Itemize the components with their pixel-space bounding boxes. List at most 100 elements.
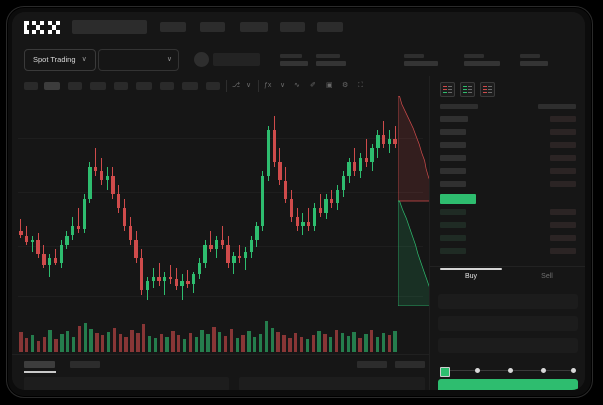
fullscreen-icon[interactable]: ⛶ xyxy=(358,82,363,89)
orderbook-row[interactable] xyxy=(550,235,576,241)
volume-bar xyxy=(118,334,122,352)
timeframe-button-2[interactable] xyxy=(44,82,60,90)
tab-buy[interactable]: Buy xyxy=(464,273,478,280)
orderbook-row[interactable] xyxy=(440,181,466,187)
orderbook-row[interactable] xyxy=(550,168,576,174)
orderbook-row[interactable] xyxy=(550,116,576,122)
timeframe-button-8[interactable] xyxy=(182,82,198,90)
orderbook-row[interactable] xyxy=(440,235,466,241)
slider-node-75[interactable] xyxy=(541,368,546,373)
candle xyxy=(174,98,178,318)
indicators-chevron-icon[interactable]: ∨ xyxy=(280,82,286,89)
timeframe-button-7[interactable] xyxy=(160,82,174,90)
orderbook-mode-buy-icon[interactable] xyxy=(460,82,475,97)
amount-field[interactable] xyxy=(438,316,578,331)
orderbook-row[interactable] xyxy=(550,142,576,148)
settings-gear-icon[interactable]: ⚙ xyxy=(342,82,349,89)
slider-node-25[interactable] xyxy=(475,368,480,373)
orderbook-mode-both-icon[interactable] xyxy=(440,82,455,97)
candle xyxy=(284,98,288,318)
snapshot-camera-icon[interactable]: ▣ xyxy=(326,82,333,89)
okx-logo[interactable] xyxy=(24,21,62,34)
orderbook-row[interactable] xyxy=(550,209,576,215)
bottom-action-2[interactable] xyxy=(395,361,425,368)
line-tool-icon[interactable]: ∿ xyxy=(294,82,300,89)
candle xyxy=(301,98,305,318)
candle xyxy=(24,98,29,318)
orderbook-row[interactable] xyxy=(440,116,468,122)
orderbook-row[interactable] xyxy=(440,248,466,254)
volume-bar xyxy=(95,333,99,352)
submit-buy-button[interactable] xyxy=(438,379,578,390)
ticker-stat-label xyxy=(520,54,540,58)
timeframe-button-1[interactable] xyxy=(24,82,38,90)
nav-item-2[interactable] xyxy=(200,22,225,32)
drawing-pencil-icon[interactable]: ✐ xyxy=(310,82,316,89)
bottom-pane-right[interactable] xyxy=(239,377,425,390)
volume-bar xyxy=(60,334,64,352)
orderbook-row[interactable] xyxy=(550,248,576,254)
coin-avatar xyxy=(194,52,209,67)
tab-sell[interactable]: Sell xyxy=(541,273,553,280)
orderbook-row[interactable] xyxy=(440,209,466,215)
volume-bar xyxy=(171,331,175,352)
bottom-tab-open-orders[interactable] xyxy=(24,361,55,368)
orderbook-row[interactable] xyxy=(440,129,466,135)
total-field[interactable] xyxy=(438,338,578,353)
volume-bar xyxy=(381,333,386,352)
orderbook-row[interactable] xyxy=(440,168,466,174)
candle xyxy=(168,98,173,318)
nav-item-4[interactable] xyxy=(280,22,305,32)
orderbook-mode-sell-icon[interactable] xyxy=(480,82,495,97)
pair-select[interactable]: ∨ xyxy=(98,49,179,71)
slider-handle[interactable] xyxy=(440,366,450,377)
chart-style-chevron-icon[interactable]: ∨ xyxy=(246,82,252,89)
ticker-stat-label xyxy=(280,54,302,58)
candle xyxy=(364,98,368,318)
indicators-icon[interactable]: ƒx xyxy=(264,82,272,89)
orderbook-row[interactable] xyxy=(550,129,576,135)
volume-bar xyxy=(352,332,356,352)
orderbook-row[interactable] xyxy=(440,142,466,148)
orderbook-mark-price xyxy=(440,194,476,204)
price-chart-panel[interactable] xyxy=(12,96,436,354)
order-entry-form xyxy=(429,288,585,390)
price-field[interactable] xyxy=(438,294,578,309)
ticker-stat-value xyxy=(280,61,308,66)
orderbook-row[interactable] xyxy=(550,155,576,161)
ticker-stat-label xyxy=(316,54,340,58)
order-book-panel[interactable] xyxy=(429,76,585,266)
volume-bar xyxy=(393,331,397,352)
timeframe-button-4[interactable] xyxy=(90,82,106,90)
slider-node-50[interactable] xyxy=(508,368,513,373)
nav-item-5[interactable] xyxy=(317,22,343,32)
orderbook-row[interactable] xyxy=(550,181,576,187)
chart-style-icon[interactable]: ⎇ xyxy=(232,82,241,89)
candle xyxy=(99,98,104,318)
orderbook-header-amount xyxy=(538,104,576,109)
active-tab-underline xyxy=(440,268,502,270)
volume-bar xyxy=(141,324,146,352)
nav-item-3[interactable] xyxy=(240,22,268,32)
search-input[interactable] xyxy=(72,20,147,34)
volume-bar xyxy=(375,337,380,352)
bottom-pane-left[interactable] xyxy=(24,377,229,390)
orderbook-row[interactable] xyxy=(440,155,466,161)
slider-node-100[interactable] xyxy=(571,368,576,373)
spot-trading-dropdown[interactable]: Spot Trading ∨ xyxy=(24,49,96,71)
orders-bottom-panel xyxy=(12,354,429,390)
timeframe-button-6[interactable] xyxy=(136,82,152,90)
orderbook-row[interactable] xyxy=(550,222,576,228)
bottom-action-1[interactable] xyxy=(357,361,387,368)
timeframe-button-9[interactable] xyxy=(206,82,220,90)
volume-bar xyxy=(270,328,274,352)
candle xyxy=(255,98,259,318)
timeframe-button-5[interactable] xyxy=(114,82,128,90)
amount-percent-slider[interactable] xyxy=(440,366,576,377)
volume-bar xyxy=(241,335,245,352)
nav-item-1[interactable] xyxy=(160,22,186,32)
candle xyxy=(151,98,155,318)
timeframe-button-3[interactable] xyxy=(68,82,82,90)
bottom-tab-order-history[interactable] xyxy=(70,361,100,368)
orderbook-row[interactable] xyxy=(440,222,466,228)
